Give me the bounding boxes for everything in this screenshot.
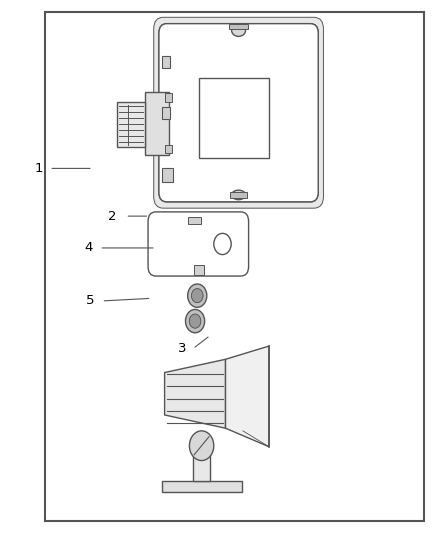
- FancyBboxPatch shape: [154, 17, 323, 208]
- Circle shape: [187, 284, 207, 308]
- Ellipse shape: [232, 190, 246, 200]
- Polygon shape: [226, 346, 269, 447]
- FancyBboxPatch shape: [159, 23, 318, 202]
- Circle shape: [189, 314, 201, 328]
- Circle shape: [189, 431, 214, 461]
- Bar: [199, 78, 269, 158]
- Bar: [166, 145, 173, 154]
- Circle shape: [191, 289, 203, 303]
- Bar: [188, 217, 201, 223]
- Bar: [45, 12, 424, 521]
- Bar: [162, 56, 170, 68]
- Bar: [194, 265, 204, 275]
- Ellipse shape: [232, 25, 246, 36]
- Bar: [162, 168, 173, 182]
- FancyBboxPatch shape: [159, 23, 318, 202]
- Bar: [162, 481, 242, 492]
- Polygon shape: [165, 359, 226, 428]
- FancyBboxPatch shape: [148, 212, 249, 276]
- Circle shape: [185, 310, 205, 333]
- Bar: [230, 192, 247, 198]
- Bar: [166, 93, 173, 102]
- Bar: [229, 23, 248, 29]
- Text: 5: 5: [86, 294, 95, 308]
- Text: 2: 2: [108, 209, 117, 223]
- Bar: [193, 447, 210, 481]
- Circle shape: [189, 314, 201, 328]
- Bar: [117, 102, 145, 147]
- Text: 4: 4: [84, 241, 92, 254]
- Bar: [162, 107, 170, 118]
- Circle shape: [214, 233, 231, 255]
- Text: 1: 1: [34, 162, 42, 175]
- Text: 3: 3: [178, 342, 186, 355]
- Bar: [145, 92, 169, 155]
- Circle shape: [191, 289, 203, 303]
